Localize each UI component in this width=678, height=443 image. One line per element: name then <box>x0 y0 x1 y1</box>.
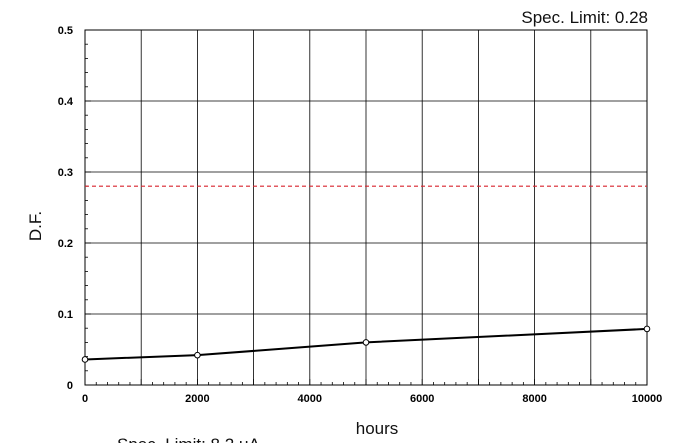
bottom-spec-limit-annotation: Spec. Limit: 8.2 μA <box>117 435 261 443</box>
spec-limit-label: Spec. Limit: 0.28 <box>521 8 648 27</box>
data-point <box>363 340 369 346</box>
x-axis-label: hours <box>356 419 399 438</box>
y-tick-label: 0.3 <box>58 167 73 179</box>
y-tick-label: 0.1 <box>58 309 73 321</box>
y-tick-label: 0.4 <box>58 96 74 108</box>
x-tick-label: 0 <box>82 393 88 405</box>
y-axis-label: D.F. <box>26 211 45 241</box>
grid-lines <box>85 30 647 385</box>
y-tick-labels: 0 0.1 0.2 0.3 0.4 0.5 <box>58 25 74 392</box>
y-tick-label: 0.5 <box>58 25 73 37</box>
x-tick-label: 10000 <box>632 393 663 405</box>
x-tick-label: 2000 <box>185 393 209 405</box>
data-point <box>82 357 88 363</box>
y-tick-label: 0.2 <box>58 238 73 250</box>
x-tick-label: 6000 <box>410 393 434 405</box>
x-tick-labels: 0 2000 4000 6000 8000 10000 <box>82 393 662 405</box>
data-point <box>195 352 201 358</box>
x-tick-label: 4000 <box>298 393 322 405</box>
y-tick-label: 0 <box>67 380 73 392</box>
x-tick-label: 8000 <box>522 393 546 405</box>
data-point <box>644 326 650 332</box>
